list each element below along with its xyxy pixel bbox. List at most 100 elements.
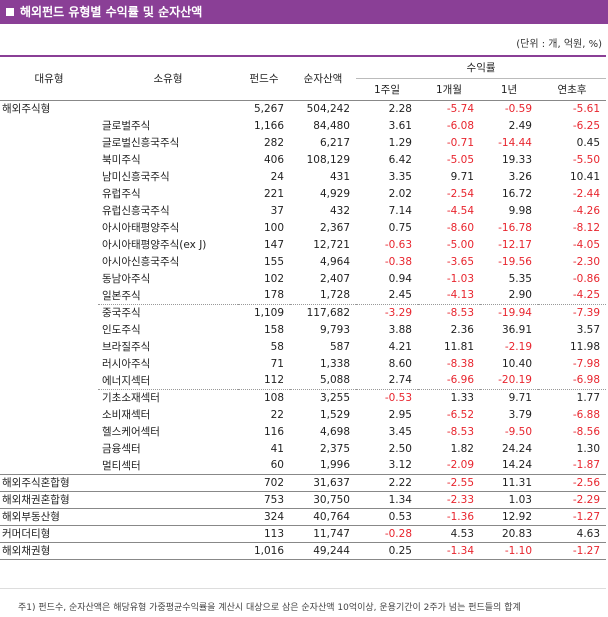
fund-count-cell: 147 [263,238,284,251]
major-type-cell [0,117,98,134]
return-1month-cell: -0.71 [446,136,474,149]
major-type-cell [0,355,98,372]
minor-type-cell [98,100,238,117]
net-assets-cell: 108,129 [306,153,350,166]
return-1week-cell: 2.45 [388,289,412,302]
table-row: 브라질주식 58 587 4.21 11.81 -2.19 11.98 [0,338,606,355]
table-row: 아시아태평양주식(ex J) 147 12,721 -0.63 -5.00 -12.17 -… [0,236,606,253]
major-type-cell [0,304,98,321]
return-1week-cell: 0.25 [356,541,418,560]
table-row: 남미신흥국주식 24 431 3.35 9.71 3.26 10.41 [0,168,606,185]
net-assets-cell: 31,637 [290,473,356,491]
return-1week-cell: 8.60 [388,357,412,370]
return-ytd-cell: 0.45 [576,136,601,149]
table-row: 해외주식형 5,267 504,242 2.28 -5.74 -0.59 -5.61 [0,100,606,117]
return-1month-cell: -8.53 [418,303,480,321]
return-1month-cell: 11.81 [443,340,474,353]
minor-type-cell [98,541,238,560]
minor-type-cell [98,473,238,491]
fund-count-cell: 60 [270,459,284,472]
major-type-cell [0,440,98,457]
table-row: 러시아주식 71 1,338 8.60 -8.38 10.40 -7.98 [0,355,606,372]
return-ytd-cell: -1.27 [538,541,607,560]
fund-count-cell: 155 [263,255,284,268]
table-body: 해외주식형 5,267 504,242 2.28 -5.74 -0.59 -5.61 글로벌주… [0,100,607,560]
major-type-cell [0,389,98,406]
table-row: 소비재섹터 22 1,529 2.95 -6.52 3.79 -6.88 [0,406,606,423]
return-1week-cell: 1.34 [356,490,418,508]
major-type-cell: 해외채권형 [0,541,98,560]
return-1week-cell: 2.28 [388,102,412,115]
net-assets-cell: 431 [329,170,350,183]
return-1year-cell: -19.94 [480,303,538,321]
table-row: 커머더티형 113 11,747 -0.28 4.53 20.83 4.63 [0,524,607,542]
minor-type-cell: 러시아주식 [102,358,151,370]
minor-type-cell: 헬스케어섹터 [102,426,160,438]
return-1year-cell: 9.71 [480,388,538,406]
minor-type-cell: 브라질주식 [102,341,151,353]
minor-type-cell: 멀티섹터 [102,459,141,472]
minor-type-cell: 아시아태평양주식(ex J) [102,239,207,251]
square-bullet-icon [6,8,14,16]
minor-type-cell: 소비재섹터 [102,409,151,421]
table-row: 해외채권혼합형 753 30,750 1.34 -2.33 1.03 -2.29 [0,490,607,508]
return-ytd-cell: -4.05 [572,238,601,251]
return-1week-cell: 0.75 [388,221,412,234]
return-ytd-cell: -8.12 [572,221,601,234]
table-row: 해외채권형 1,016 49,244 0.25 -1.34 -1.10 -1.27 [0,541,607,560]
major-type-cell [0,151,98,168]
table-row: 헬스케어섹터 116 4,698 3.45 -8.53 -9.50 -8.56 [0,423,606,440]
return-ytd-cell: -0.86 [572,272,601,285]
major-type-cell [0,457,98,474]
return-ytd-cell: -1.87 [572,459,601,472]
net-assets-cell: 2,407 [319,272,350,285]
return-1week-cell: -0.53 [356,388,418,406]
return-1year-cell: 3.26 [508,170,532,183]
header-net-assets: 순자산액 [290,55,356,100]
fund-count-cell: 753 [238,490,290,508]
fund-count-cell: 58 [270,340,284,353]
return-1year-cell: -2.19 [504,340,532,353]
net-assets-cell: 30,750 [290,490,356,508]
minor-type-cell: 글로벌주식 [102,120,151,132]
fund-count-cell: 41 [270,442,284,455]
minor-type-cell: 북미주식 [102,154,141,166]
minor-type-cell: 일본주식 [102,289,141,302]
major-type-cell [0,270,98,287]
page-title: 해외펀드 유형별 수익률 및 순자산액 [20,5,203,19]
net-assets-cell: 6,217 [319,136,350,149]
header-1year: 1년 [480,77,538,100]
fund-count-cell: 221 [263,187,284,200]
net-assets-cell: 4,698 [319,425,350,438]
return-1month-cell: -2.54 [446,187,474,200]
return-1week-cell: -0.38 [384,255,412,268]
return-1year-cell: 20.83 [480,524,538,542]
return-1year-cell: 19.33 [501,153,532,166]
major-type-cell [0,321,98,338]
return-1month-cell: -8.60 [446,221,474,234]
returns-table: 대유형 소유형 펀드수 순자산액 수익률 1주일 1개월 1년 연초후 해외주식… [0,55,607,560]
major-type-cell: 커머더티형 [0,524,98,542]
return-1week-cell: 3.45 [388,425,412,438]
net-assets-cell: 504,242 [306,102,350,115]
return-1week-cell: 2.74 [388,374,412,387]
header-1month: 1개월 [418,77,480,100]
net-assets-cell: 432 [329,204,350,217]
fund-count-cell: 22 [270,408,284,421]
major-type-cell: 해외채권혼합형 [0,490,98,508]
table-row: 일본주식 178 1,728 2.45 -4.13 2.90 -4.25 [0,287,606,304]
net-assets-cell: 84,480 [313,119,350,132]
return-ytd-cell: 10.41 [569,170,601,183]
table-row: 해외주식혼합형 702 31,637 2.22 -2.55 11.31 -2.56 [0,473,607,491]
return-ytd-cell: -8.56 [572,425,601,438]
return-ytd-cell: 1.30 [576,442,601,455]
return-1year-cell: -16.78 [498,221,532,234]
header-ytd: 연초후 [538,77,607,100]
return-1week-cell: -0.28 [356,524,418,542]
major-type-cell [0,185,98,202]
return-1month-cell: -6.08 [446,119,474,132]
net-assets-cell: 1,996 [319,459,350,472]
header-fund-count: 펀드수 [238,55,290,100]
fund-count-cell: 113 [238,524,290,542]
return-1year-cell: 5.35 [508,272,532,285]
